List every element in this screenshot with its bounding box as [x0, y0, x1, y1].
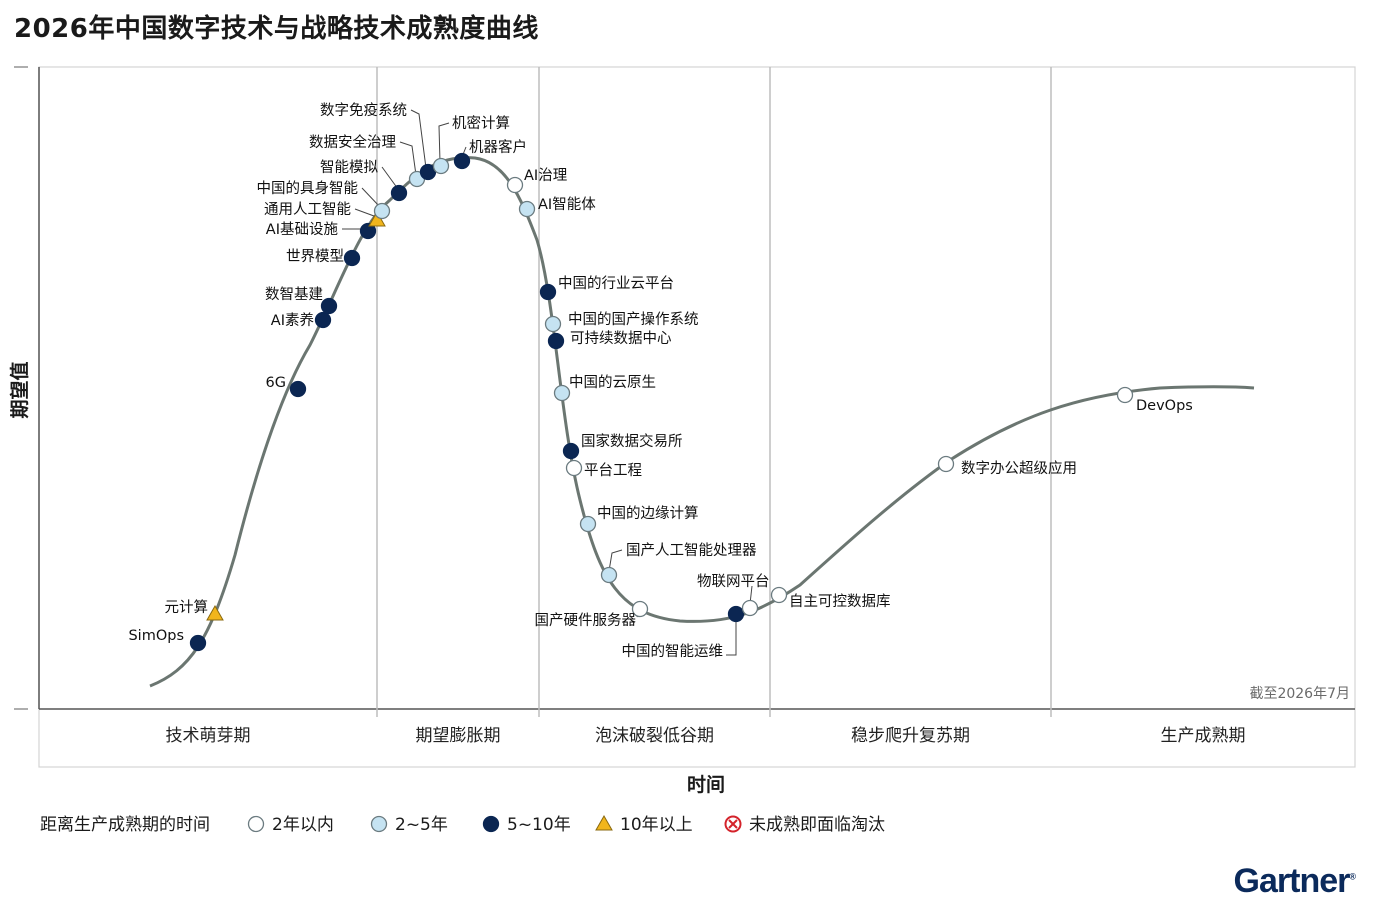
legend-label: 10年以上 [620, 815, 693, 835]
tech-label: 中国的边缘计算 [597, 505, 699, 522]
leader-line [399, 141, 417, 176]
leader-line [726, 618, 737, 656]
legend-marker [370, 815, 388, 833]
tech-label: 数字免疫系统 [320, 102, 407, 119]
tech-marker [937, 455, 955, 473]
tech-label: 物联网平台 [697, 573, 770, 590]
tech-marker [565, 459, 583, 477]
hype-curve [149, 156, 1255, 688]
tech-marker [539, 283, 557, 301]
chart-frame [38, 66, 1356, 768]
tech-label: DevOps [1136, 398, 1193, 414]
tech-marker [206, 604, 224, 621]
tech-marker [320, 297, 338, 315]
tech-marker [359, 222, 377, 240]
as-of-date: 截至2026年7月 [1249, 686, 1350, 702]
phase-label: 期望膨胀期 [416, 726, 501, 746]
y-axis-label: 期望值 [8, 361, 31, 418]
gartner-logo: Gartner® [1233, 862, 1356, 900]
leader-line [381, 166, 399, 190]
legend-label: 2~5年 [395, 815, 448, 835]
tech-label: 数智基建 [265, 286, 323, 303]
tech-label: 数据安全治理 [309, 133, 396, 151]
tech-marker [631, 600, 649, 618]
tech-label: 机密计算 [452, 115, 510, 132]
leader-line [354, 208, 375, 217]
tech-marker [553, 384, 571, 402]
tech-marker [373, 202, 391, 220]
tech-label: 国家数据交易所 [581, 432, 683, 450]
tech-label: 中国的行业云平台 [558, 275, 674, 292]
phase-labels: 技术萌芽期 期望膨胀期 泡沫破裂低谷期 稳步爬升复苏期 生产成熟期 [166, 725, 1246, 746]
technology-markers [189, 152, 1134, 652]
tech-label: AI治理 [524, 167, 568, 184]
tech-label: 自主可控数据库 [789, 593, 891, 610]
phase-dividers [376, 67, 1052, 717]
tech-marker [453, 152, 471, 170]
tech-marker [432, 157, 450, 175]
tech-label: 世界模型 [286, 248, 344, 265]
tech-marker [544, 315, 562, 333]
legend-marker [247, 815, 265, 833]
tech-label: 6G [266, 375, 286, 391]
tech-label: 中国的国产操作系统 [568, 311, 699, 328]
tech-marker [189, 634, 207, 652]
x-axis-label: 时间 [687, 774, 725, 796]
tech-marker [727, 605, 745, 623]
tech-marker [562, 442, 580, 460]
leader-line [438, 122, 450, 163]
brand-name: Gartner [1233, 862, 1351, 900]
tech-label: 机器客户 [469, 139, 527, 156]
tech-marker [547, 332, 565, 350]
tech-marker [506, 176, 524, 194]
legend-label: 未成熟即面临淘汰 [749, 814, 885, 835]
tech-label: SimOps [128, 628, 184, 644]
tech-label: 数字办公超级应用 [961, 459, 1077, 477]
tech-label: 通用人工智能 [264, 201, 351, 218]
legend-label: 5~10年 [507, 815, 571, 835]
tech-label: 平台工程 [584, 462, 642, 479]
phase-label: 技术萌芽期 [166, 726, 251, 746]
phase-label: 泡沫破裂低谷期 [595, 726, 714, 746]
legend: 距离生产成熟期的时间 2年以内 2~5年 5~10年 10年以上 未成熟即面临淘汰 [40, 814, 885, 835]
tech-marker [314, 311, 332, 329]
tech-label: 中国的具身智能 [257, 180, 359, 197]
tech-marker [600, 566, 618, 584]
tech-marker [518, 200, 536, 218]
leader-line [410, 109, 427, 169]
tech-label: AI智能体 [538, 196, 596, 213]
legend-title: 距离生产成熟期的时间 [40, 814, 210, 835]
legend-label: 2年以内 [272, 815, 334, 835]
tech-label: 中国的智能运维 [622, 643, 724, 660]
tech-marker [770, 586, 788, 604]
tech-marker [289, 380, 307, 398]
phase-label: 生产成熟期 [1161, 725, 1246, 746]
tech-label: 国产硬件服务器 [535, 612, 637, 629]
tech-label: AI素养 [271, 312, 314, 329]
legend-marker [595, 814, 613, 831]
technology-labels: SimOps 元计算 6G AI素养 数智基建 世界模型 AI基础设施通用人工智能中国的具身… [128, 102, 1192, 660]
tech-marker [390, 184, 408, 202]
tech-label: AI基础设施 [266, 221, 338, 238]
tech-label: 元计算 [165, 599, 209, 616]
tech-marker [741, 599, 759, 617]
tech-marker [579, 515, 597, 533]
legend-marker [724, 815, 742, 833]
tech-marker [1116, 386, 1134, 404]
tech-label: 智能模拟 [320, 159, 378, 176]
tech-label: 可持续数据中心 [570, 330, 672, 347]
leader-line [361, 187, 381, 208]
phase-label: 稳步爬升复苏期 [851, 726, 970, 746]
legend-marker [482, 815, 500, 833]
tech-label: 中国的云原生 [569, 374, 656, 391]
leader-line [608, 549, 623, 572]
tech-marker [343, 249, 361, 267]
tech-label: 国产人工智能处理器 [626, 542, 757, 559]
chart-title: 2026年中国数字技术与战略技术成熟度曲线 [14, 14, 539, 44]
